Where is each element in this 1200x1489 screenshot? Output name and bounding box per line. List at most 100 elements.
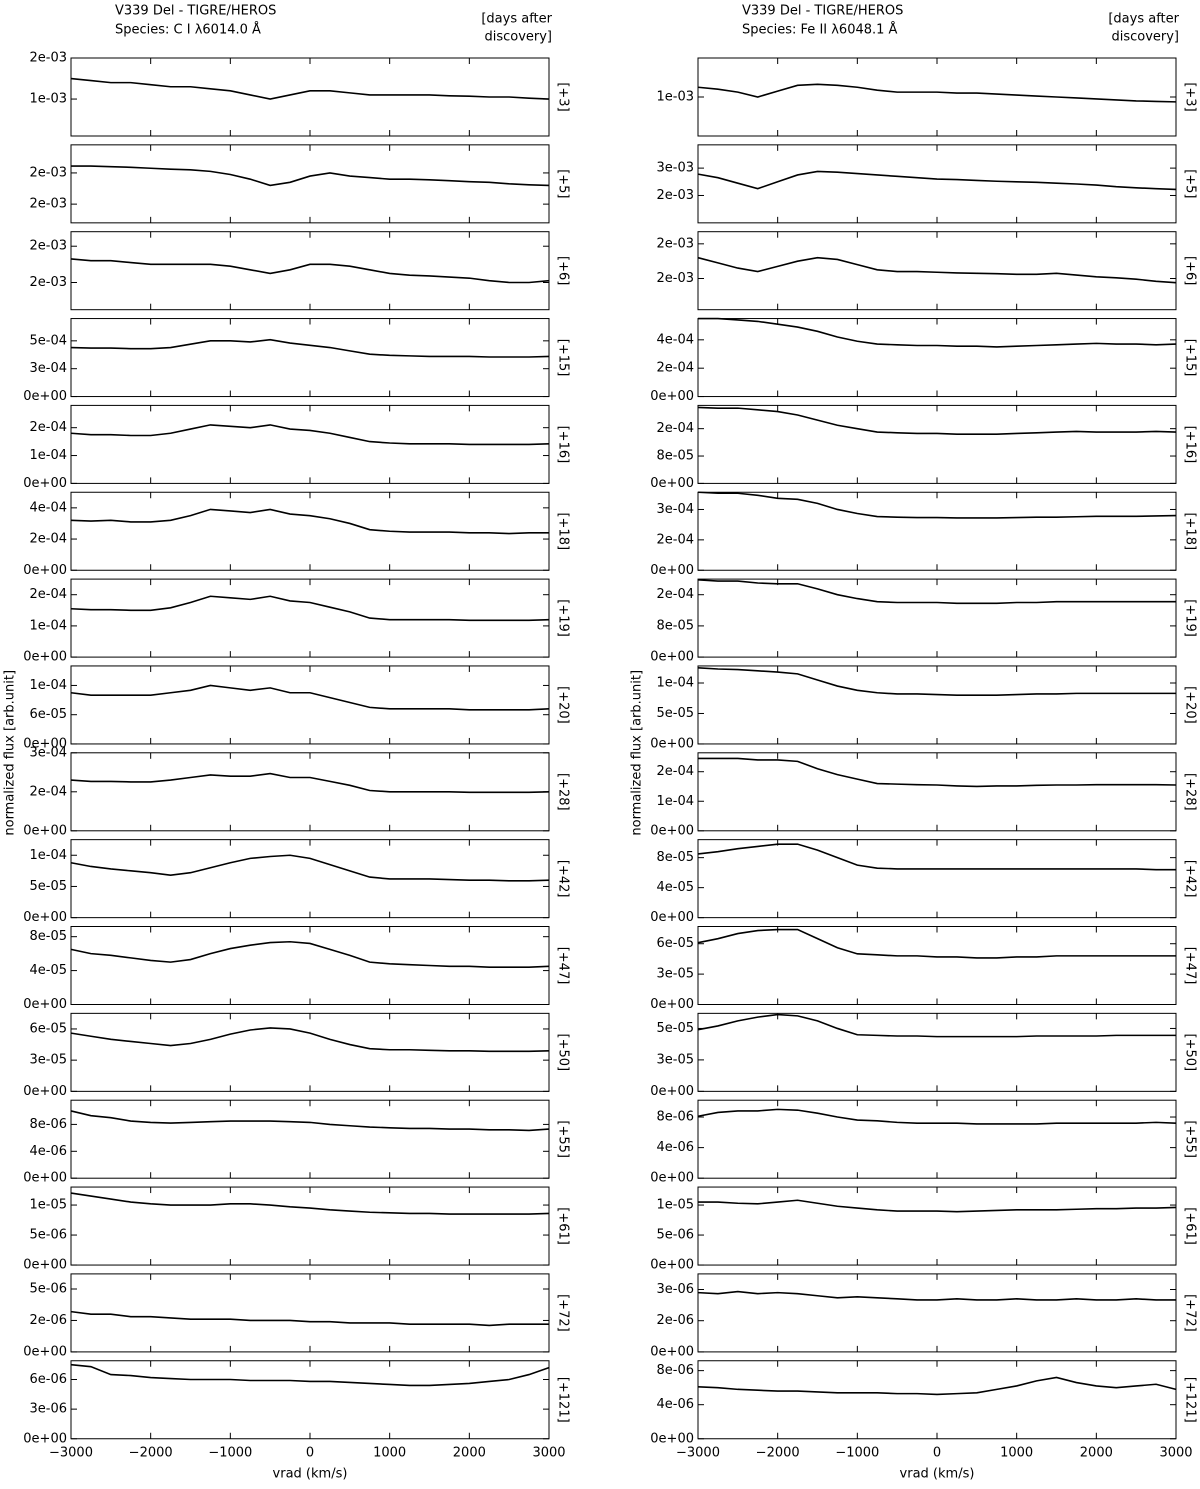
panel-label: [+55] [556, 1120, 571, 1158]
y-tick-label: 0e+00 [23, 823, 67, 838]
panel-frame [70, 1360, 550, 1440]
spectrum-line [70, 940, 550, 968]
y-tick-label: 4e-04 [656, 332, 694, 347]
spectrum-line [697, 170, 1177, 191]
y-tick-label: 4e-04 [29, 500, 67, 515]
panel-frame [697, 926, 1177, 1005]
panel-label: [+6] [1183, 256, 1198, 285]
panel-label: [+121] [1183, 1377, 1198, 1423]
spectrum-line [697, 1376, 1177, 1396]
panel-frame [697, 1099, 1177, 1179]
y-tick-label: 8e-05 [656, 850, 694, 865]
y-tick-label: 5e-05 [29, 879, 67, 894]
spectrum-line [70, 1363, 550, 1387]
y-tick-label: 3e-06 [656, 1282, 694, 1297]
spectrum-line [70, 1110, 550, 1132]
y-tick-label: 4e-06 [29, 1144, 67, 1159]
panel-frame [70, 491, 550, 571]
x-tick-label: −3000 [49, 1445, 93, 1460]
spectrum-line [698, 1199, 1177, 1213]
spectrum-line [697, 928, 1176, 959]
spectrum-line [70, 424, 550, 446]
panel-label: [+15] [556, 339, 571, 377]
chart-subtitle: Species: C I λ6014.0 Å [115, 22, 261, 38]
y-tick-label: 2e-06 [29, 1313, 67, 1328]
spectrum-line [697, 666, 1176, 696]
y-tick-label: 2e-03 [29, 51, 67, 66]
y-tick-label: 1e-04 [29, 618, 67, 633]
y-tick-label: 1e-04 [656, 794, 694, 809]
spectrum-line [697, 843, 1176, 871]
x-tick-label: 1000 [1000, 1445, 1033, 1460]
y-tick-label: 0e+00 [650, 823, 694, 838]
y-tick-label: 0e+00 [650, 389, 694, 404]
y-tick-label: 0e+00 [23, 563, 67, 578]
spectrum-line [70, 854, 550, 882]
y-tick-label: 0e+00 [650, 1171, 694, 1186]
panel-label: [+61] [1183, 1207, 1198, 1245]
spectrum-line [70, 684, 550, 711]
y-tick-label: 2e-04 [29, 587, 67, 602]
y-tick-label: 0e+00 [650, 1084, 694, 1099]
spectrum-line [70, 508, 549, 535]
y-tick-label: 5e-06 [656, 1228, 694, 1243]
spectrum-line [697, 1290, 1176, 1301]
y-tick-label: 3e-05 [29, 1053, 67, 1068]
chart-title: V339 Del - TIGRE/HEROS [742, 4, 903, 19]
x-tick-label: 0 [933, 1445, 941, 1460]
y-tick-label: 1e-05 [29, 1198, 67, 1213]
panel-label: [+121] [556, 1377, 571, 1423]
y-tick-label: 3e-05 [656, 1052, 694, 1067]
panel-label: [+15] [1183, 339, 1198, 377]
panel-frame [697, 404, 1177, 484]
y-tick-label: 0e+00 [650, 476, 694, 491]
panel-label: [+16] [1183, 426, 1198, 464]
panel-frame [70, 144, 550, 224]
y-tick-label: 2e-04 [656, 532, 694, 547]
panel-frame [697, 1360, 1177, 1440]
spectrum-line [697, 491, 1177, 519]
y-tick-label: 5e-06 [29, 1228, 67, 1243]
y-tick-label: 0e+00 [650, 1258, 694, 1273]
y-tick-label: 2e-03 [29, 165, 67, 180]
y-tick-label: 8e-06 [29, 1117, 67, 1132]
y-tick-label: 0e+00 [650, 563, 694, 578]
spectrum-line [697, 256, 1177, 284]
x-axis-label: vrad (km/s) [900, 1466, 975, 1481]
panel-label: [+16] [556, 426, 571, 464]
note: [days after [1108, 12, 1179, 27]
y-tick-label: 0e+00 [23, 1084, 67, 1099]
panel-frame [697, 1012, 1177, 1092]
panel-frame [697, 752, 1177, 832]
panel-frame [70, 231, 550, 311]
panel-frame [70, 665, 550, 745]
y-tick-label: 4e-06 [656, 1140, 694, 1155]
panel-frame [70, 926, 550, 1005]
y-tick-label: 0e+00 [23, 1171, 67, 1186]
y-tick-label: 8e-05 [29, 929, 67, 944]
panel-label: [+3] [1183, 82, 1198, 111]
panel-frame [70, 1099, 550, 1179]
y-tick-label: 2e-04 [656, 421, 694, 436]
y-tick-label: 2e-04 [29, 784, 67, 799]
panel-label: [+5] [1183, 169, 1198, 198]
panel-label: [+55] [1183, 1120, 1198, 1158]
y-tick-label: 2e-03 [29, 239, 67, 254]
y-tick-label: 2e-04 [656, 587, 694, 602]
spectrum-line [71, 165, 550, 187]
panel-label: [+72] [1183, 1294, 1198, 1332]
spectrum-line [697, 579, 1176, 605]
y-tick-label: 2e-03 [656, 271, 694, 286]
spectrum-line [70, 77, 550, 100]
y-tick-label: 0e+00 [23, 997, 67, 1012]
y-tick-label: 2e-04 [656, 764, 694, 779]
y-tick-label: 8e-06 [656, 1110, 694, 1125]
panel-label: [+47] [556, 947, 571, 985]
spectrum-line [70, 1310, 549, 1327]
y-tick-label: 0e+00 [23, 910, 67, 925]
spectrum-line [70, 258, 550, 284]
x-tick-label: −2000 [756, 1445, 800, 1460]
spectrum-line [70, 338, 550, 358]
y-tick-label: 2e-03 [29, 275, 67, 290]
y-tick-label: 1e-04 [29, 678, 67, 693]
